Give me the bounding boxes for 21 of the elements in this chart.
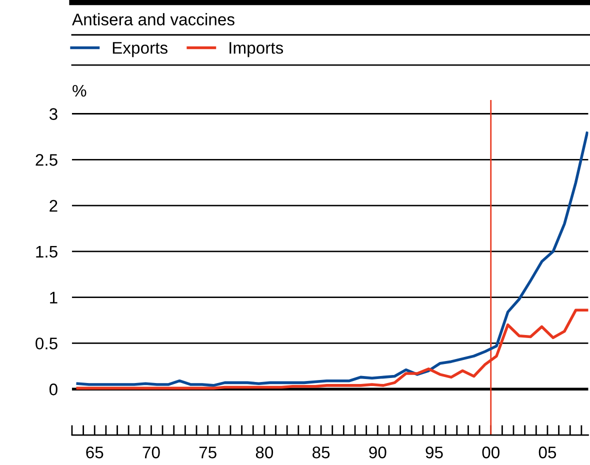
y-tick-label: 2	[50, 200, 58, 212]
x-tick-label: 75	[199, 446, 216, 458]
x-tick-label: 85	[312, 446, 330, 458]
y-tick-label: 3	[49, 108, 58, 120]
legend-label: Imports	[230, 42, 284, 58]
y-tick-label: 2.5	[36, 154, 58, 166]
x-tick-label: 95	[426, 446, 443, 458]
line-series	[76, 132, 588, 387]
x-tick-label: 90	[369, 446, 386, 458]
y-tick-label: 0.5	[36, 338, 58, 350]
x-tick-label: 05	[538, 446, 556, 458]
x-tick-label: 70	[142, 446, 160, 458]
y-tick-label: 1	[50, 292, 58, 304]
y-tick-label: 0	[49, 384, 58, 396]
y-axis-title: %	[72, 84, 86, 97]
x-tick-label: 80	[256, 446, 274, 458]
legend-label: Exports	[112, 42, 168, 58]
y-tick-label: 1.5	[36, 246, 58, 258]
x-tick-label: 65	[86, 446, 104, 458]
x-tick-label: 00	[482, 446, 500, 458]
chart-title: Antisera and vaccines	[72, 13, 234, 26]
